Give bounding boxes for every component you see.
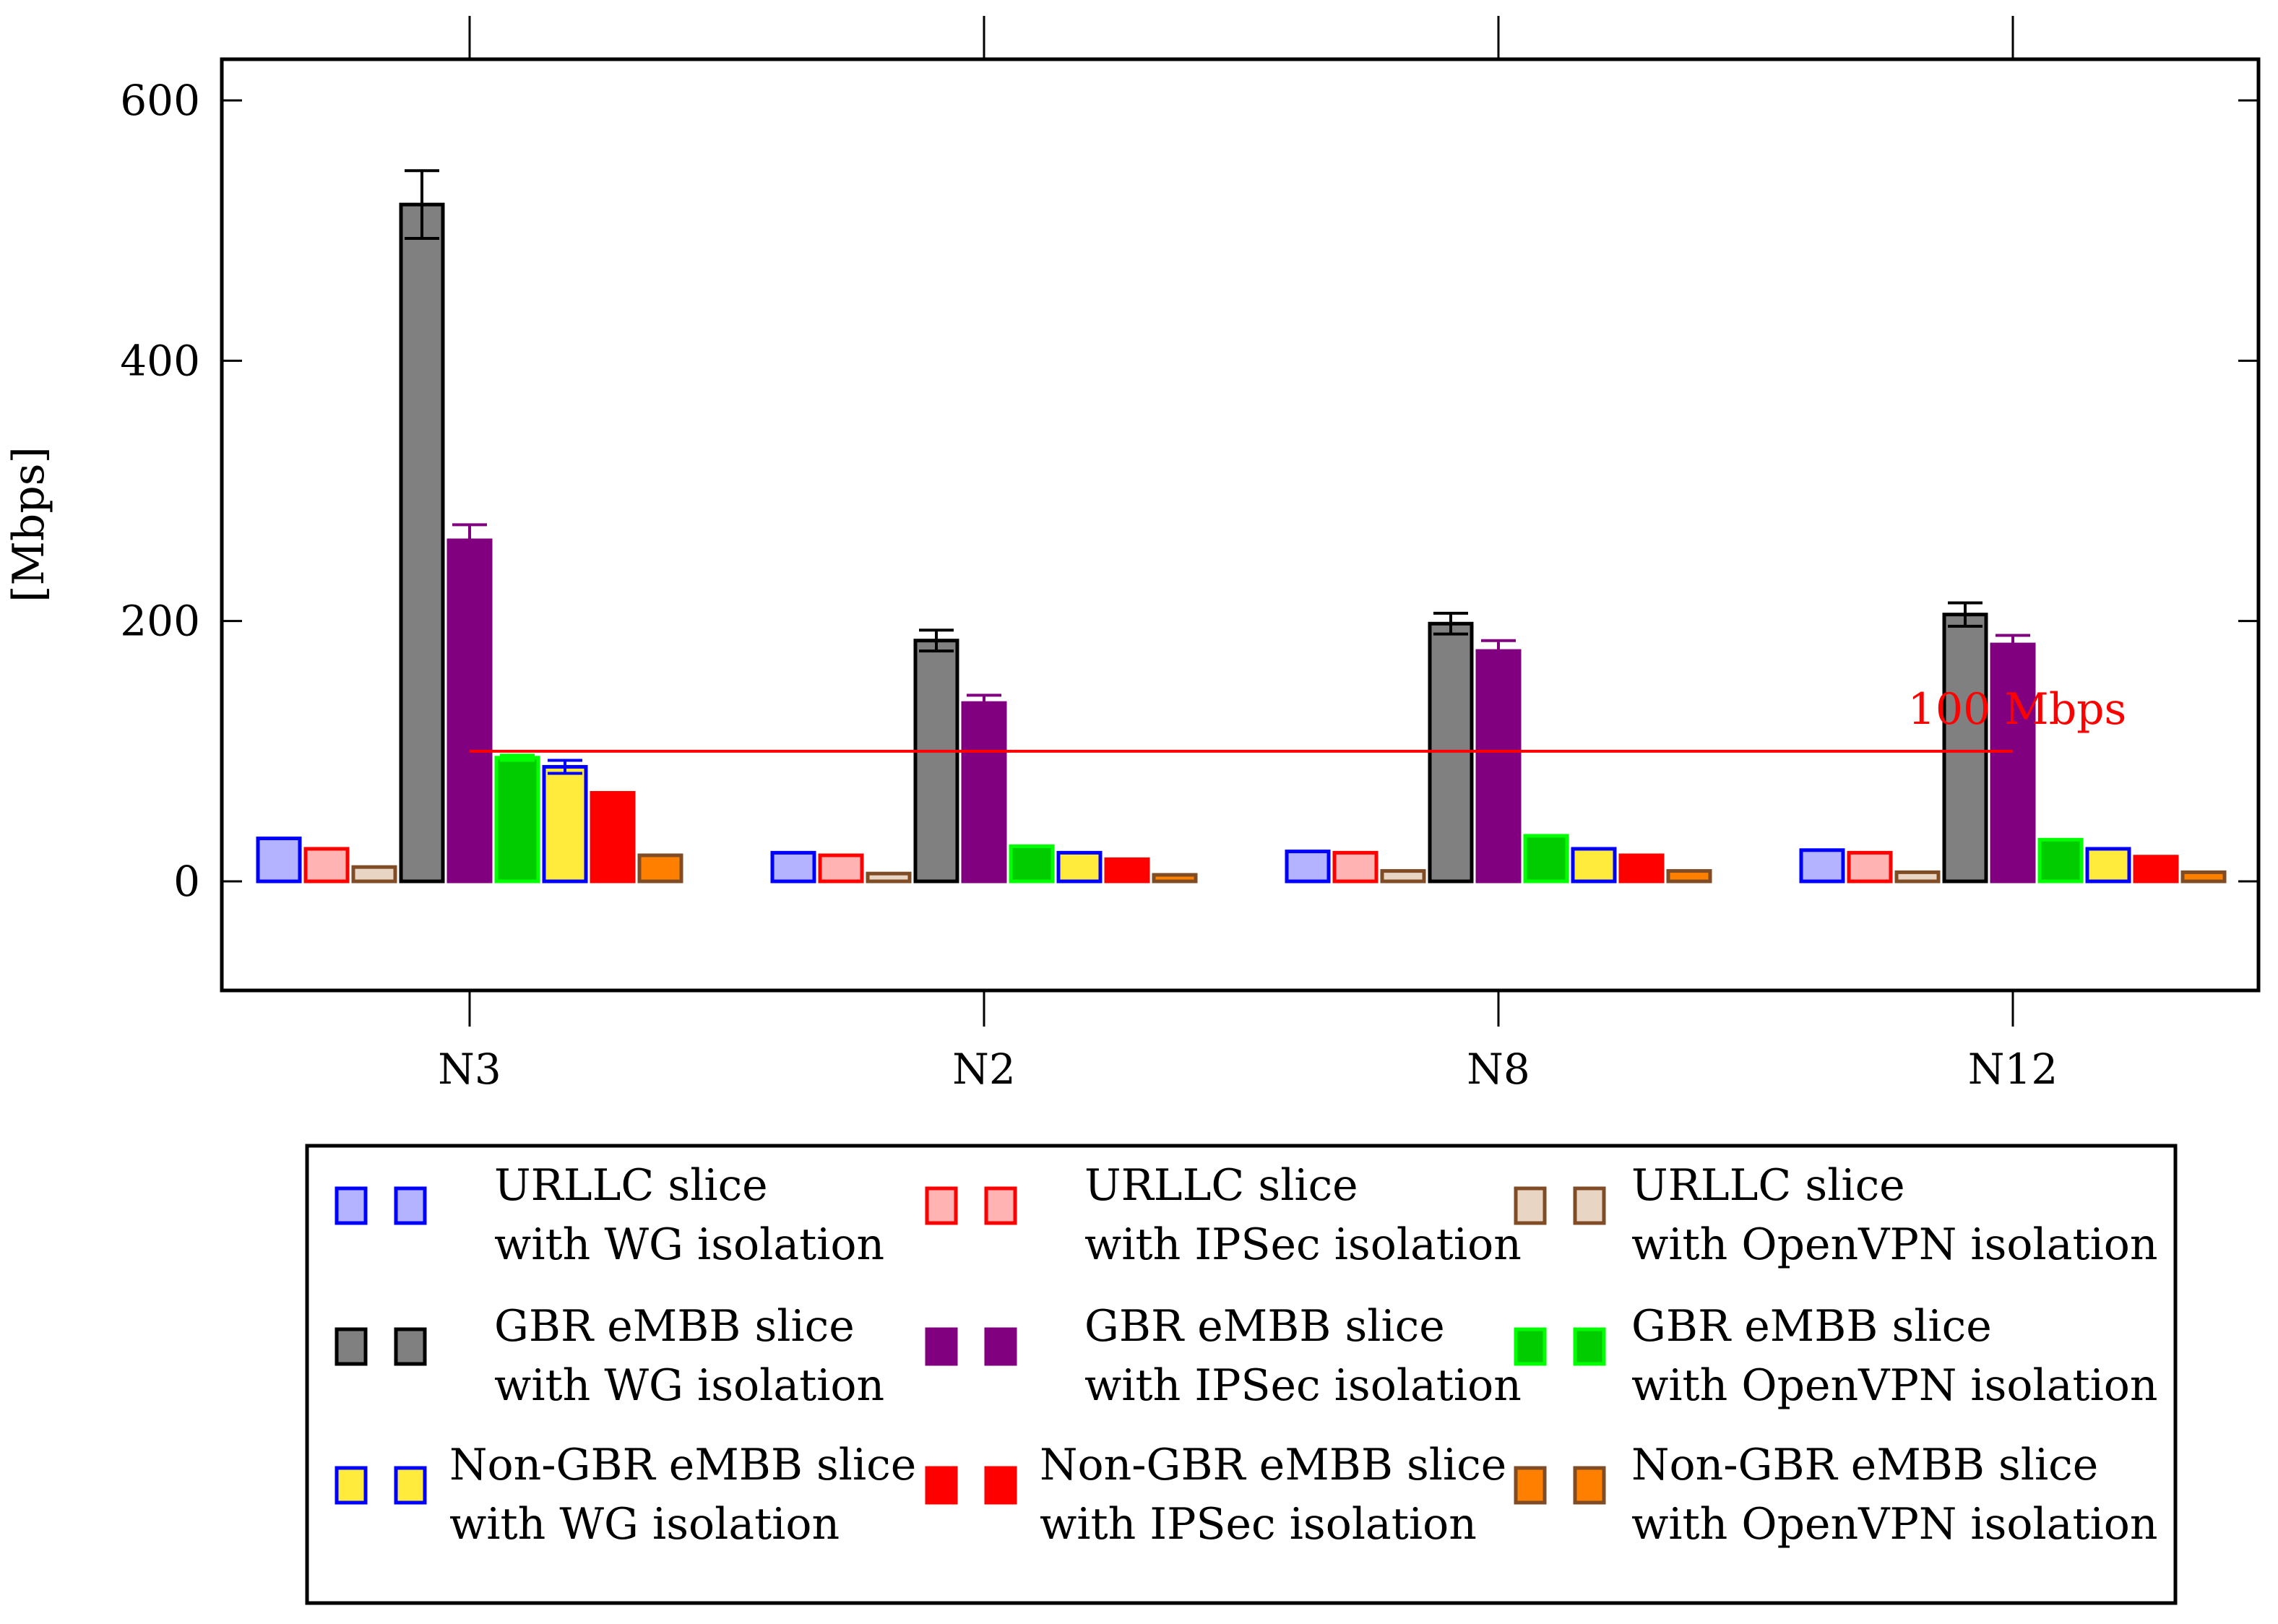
legend-swatch [335,1466,368,1505]
legend-label-line2: with OpenVPN isolation [1631,1360,2158,1411]
bar [1571,847,1617,884]
legend-label-line1: GBR eMBB slice [494,1301,855,1352]
legend-label-line2: with OpenVPN isolation [1631,1219,2158,1270]
plot-area [220,57,2261,993]
legend-swatch [394,1466,427,1505]
reference-line-group: 100 Mbps [470,684,2127,753]
legend-swatch [984,1466,1017,1505]
legend-swatch [335,1186,368,1225]
bar [1285,850,1331,884]
bar [1523,834,1569,884]
bar [1990,642,2036,884]
reference-line-label: 100 Mbps [1908,684,2127,735]
bar [446,538,493,884]
bar [542,764,588,884]
legend-swatch [1514,1186,1547,1225]
bar [2180,870,2227,884]
bar [1332,850,1379,884]
legend-label-line2: with IPSec isolation [1040,1499,1477,1550]
bar [256,837,302,884]
bar [1799,848,1845,884]
legend-swatch [1514,1466,1547,1505]
plot-frame [220,57,2261,993]
x-tick-label: N3 [438,1045,501,1094]
legend-label-line1: GBR eMBB slice [1084,1301,1445,1352]
legend-label-line1: Non-GBR eMBB slice [449,1440,916,1490]
bar [1847,850,1893,884]
y-tick-label: 600 [120,76,200,125]
legend-swatch [984,1327,1017,1366]
bar [1380,869,1426,884]
bar [1009,844,1055,884]
bar [961,701,1007,884]
legend-label-line1: Non-GBR eMBB slice [1631,1440,2098,1490]
legend-label-line1: GBR eMBB slice [1631,1301,1992,1352]
legend-label-line2: with IPSec isolation [1084,1360,1522,1411]
legend-swatch [394,1186,427,1225]
bar [494,756,540,884]
legend-swatch [335,1327,368,1366]
bar [1942,613,1988,884]
legend-swatch [1514,1327,1547,1366]
bar [590,790,636,884]
y-axis-label: [Mbps] [4,446,54,602]
legend-swatch [394,1327,427,1366]
legend-swatch [925,1186,958,1225]
y-tick-label: 0 [173,857,200,906]
bar [1894,870,1941,884]
legend-swatch [925,1466,958,1505]
legend-swatch [984,1186,1017,1225]
legend-label-line2: with OpenVPN isolation [1631,1499,2158,1550]
legend: URLLC slice with WG isolation URLLC slice w… [305,1144,2178,1605]
bar [637,853,683,884]
bar [351,865,397,884]
y-tick-label: 200 [120,597,200,646]
legend-label-line2: with WG isolation [494,1360,884,1411]
legend-label-line1: Non-GBR eMBB slice [1040,1440,1506,1490]
legend-label-line2: with IPSec isolation [1084,1219,1522,1270]
bar [913,639,959,884]
bar [1666,869,1712,884]
y-axis: 0 200 400 600 [120,76,2258,906]
bar [1056,850,1103,884]
y-tick-label: 400 [120,336,200,385]
bar [399,202,445,884]
legend-swatch [925,1327,958,1366]
bar [303,847,350,884]
legend-label-line1: URLLC slice [494,1160,768,1211]
bar [866,871,912,884]
legend-label-line1: URLLC slice [1084,1160,1358,1211]
legend-label-line1: URLLC slice [1631,1160,1905,1211]
bar [1618,853,1665,884]
bars [256,169,2227,884]
bar [2133,855,2179,884]
bar [1475,649,1522,884]
legend-swatch [1573,1327,1606,1366]
bar [1152,873,1198,884]
legend-label-line2: with WG isolation [449,1499,840,1550]
legend-swatch [1573,1466,1606,1505]
x-tick-label: N12 [1968,1045,2058,1094]
bar [818,853,864,884]
bar [2037,837,2084,884]
x-axis: N3 N2 N8 N12 [438,16,2058,1094]
legend-label-line2: with WG isolation [494,1219,884,1270]
legend-frame [305,1144,2178,1605]
x-tick-label: N2 [952,1045,1016,1094]
bar [1104,857,1150,884]
bar [770,850,816,884]
legend-swatch [1573,1186,1606,1225]
bar [2085,847,2131,884]
x-tick-label: N8 [1467,1045,1530,1094]
